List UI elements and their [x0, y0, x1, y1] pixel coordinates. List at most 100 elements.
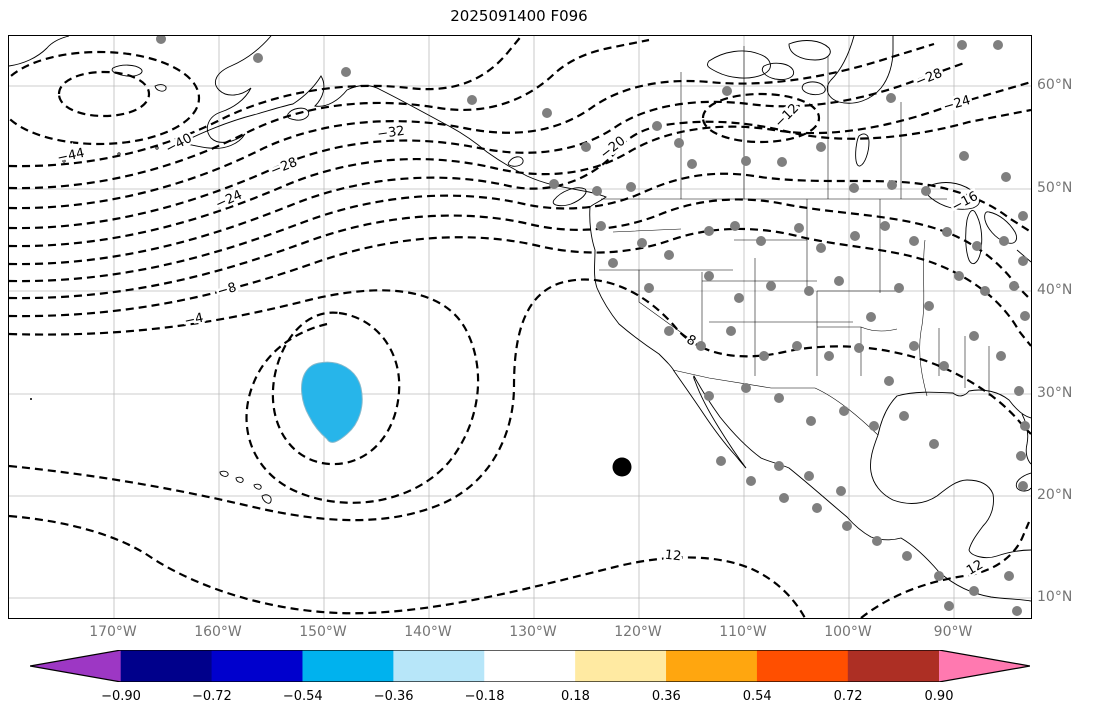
shaded-anomaly-region: [301, 361, 363, 443]
contour-label: −28: [268, 155, 299, 179]
station-dot: [774, 461, 784, 471]
station-dot: [816, 142, 826, 152]
station-dot: [542, 108, 552, 118]
colorbar: [29, 649, 1031, 683]
station-dot: [1009, 281, 1019, 291]
contour--8: [9, 227, 1031, 347]
gulf-of-mexico-coast: [870, 389, 1031, 559]
arctic-island-1: [706, 50, 771, 79]
station-dot: [849, 183, 859, 193]
lake-erie: [1016, 249, 1031, 263]
station-dot: [836, 486, 846, 496]
y-tick-label: 20°N: [1037, 487, 1073, 503]
island-kodiak: [287, 107, 310, 121]
station-dot: [549, 179, 559, 189]
station-dot: [957, 40, 967, 50]
contour-label: −24: [942, 93, 973, 115]
colorbar-segment: [302, 650, 394, 682]
station-dot: [999, 236, 1009, 246]
station-dot: [704, 271, 714, 281]
plot-title: 2025091400 F096: [450, 7, 588, 25]
contour-label: −32: [376, 124, 405, 143]
station-dot: [909, 236, 919, 246]
station-dot: [687, 159, 697, 169]
y-tick-label: 60°N: [1037, 77, 1073, 93]
island-st-lawrence: [111, 64, 143, 77]
station-dot: [929, 439, 939, 449]
y-tick-label: 30°N: [1037, 385, 1073, 401]
station-dot: [664, 250, 674, 260]
station-dot: [872, 536, 882, 546]
station-dot: [944, 601, 954, 611]
colorbar-segment: [393, 650, 485, 682]
contour-lines: [9, 36, 1031, 618]
station-dot: [1018, 256, 1028, 266]
station-dot: [674, 138, 684, 148]
station-dot: [608, 258, 618, 268]
coastlines: [9, 36, 1031, 602]
y-tick-label: 50°N: [1037, 180, 1073, 196]
contour-label: −20: [598, 134, 629, 163]
station-dot: [959, 151, 969, 161]
aleutian-islet-3: [155, 146, 159, 150]
contour--36: [9, 38, 650, 190]
x-tick-label: 90°W: [933, 624, 973, 640]
station-dot: [969, 331, 979, 341]
station-dot: [1020, 311, 1030, 321]
colorbar-segment: [575, 650, 667, 682]
grid-lines: [9, 36, 1031, 618]
contour-label: 12: [964, 557, 986, 578]
station-dot: [741, 383, 751, 393]
station-dot: [804, 286, 814, 296]
arctic-island-2: [788, 40, 831, 61]
hudson-bay: [826, 36, 894, 104]
station-dot: [716, 456, 726, 466]
contour--12-closed: [701, 92, 821, 144]
station-dot: [730, 221, 740, 231]
contour-label: −40: [163, 131, 194, 157]
station-dot: [777, 157, 787, 167]
contour--28: [9, 60, 968, 230]
x-tick-label: 140°W: [404, 624, 452, 640]
station-dot: [664, 326, 674, 336]
station-dot: [954, 271, 964, 281]
contour-12-southeast: [860, 521, 1031, 618]
colorbar-tick-label: −0.36: [373, 689, 414, 704]
station-dot: [1012, 606, 1022, 616]
station-dot: [156, 36, 166, 44]
station-dot: [996, 351, 1006, 361]
colorbar-left-arrow: [30, 650, 121, 682]
station-dot: [696, 341, 706, 351]
station-dot: [626, 182, 636, 192]
contour--44: [9, 50, 201, 146]
x-tick-label: 170°W: [89, 624, 137, 640]
contour-12-south: [9, 514, 806, 618]
station-dot: [596, 221, 606, 231]
station-dot: [1018, 211, 1028, 221]
lake-michigan: [965, 209, 983, 264]
station-dot: [341, 67, 351, 77]
station-dot: [854, 343, 864, 353]
contour-label: 12: [664, 548, 682, 565]
station-dot: [1018, 481, 1028, 491]
lake-great-bear: [761, 62, 795, 80]
contour-label: 8: [684, 332, 698, 349]
contour--16: [9, 172, 1031, 283]
island-vancouver: [552, 187, 587, 207]
colorbar-tick-label: −0.90: [101, 689, 141, 704]
y-tick-label: 10°N: [1037, 589, 1073, 605]
hawaii-islands: [219, 470, 272, 504]
colorbar-tick-label: −0.72: [191, 689, 232, 704]
contour--32: [9, 42, 935, 210]
station-dot: [722, 86, 732, 96]
x-tick-label: 110°W: [719, 624, 767, 640]
contour-label: −4: [183, 311, 205, 330]
colorbar-segment: [120, 650, 213, 682]
station-dot: [704, 391, 714, 401]
colorbar-tick-label: 0.18: [560, 689, 590, 704]
station-dot: [792, 341, 802, 351]
station-dot: [1004, 571, 1014, 581]
station-dot: [704, 226, 714, 236]
